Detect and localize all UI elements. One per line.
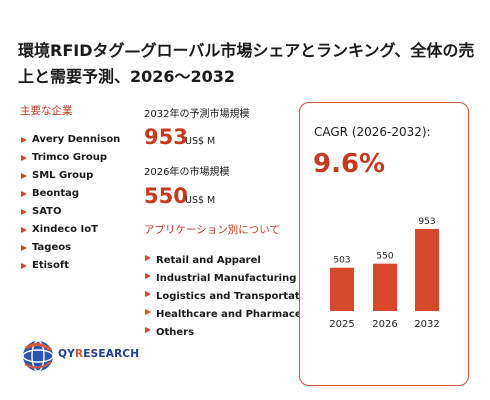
company-item: SATO	[21, 206, 120, 224]
market-bar-chart: 503 2025 550 2026 953 2032	[329, 217, 439, 330]
market-2026-label: 2026年の市場規模	[144, 167, 230, 178]
application-item: Healthcare and Pharmaceuticals	[145, 306, 339, 324]
company-item: Avery Dennison	[21, 134, 120, 152]
bar-value-label: 953	[418, 217, 435, 227]
cagr-value: 9.6%	[313, 149, 386, 179]
forecast-2032-unit: US$ M	[185, 136, 216, 147]
forecast-2032-value: 953	[144, 125, 188, 149]
x-tick-label: 2026	[372, 319, 397, 330]
company-item: SML Group	[21, 170, 120, 188]
cagr-label: CAGR (2026-2032):	[314, 125, 431, 139]
bar-2032	[415, 229, 439, 311]
company-item: Xindeco IoT	[21, 224, 120, 242]
application-item: Logistics and Transportation	[145, 288, 339, 306]
company-item: Etisoft	[21, 260, 120, 278]
page-title: 環境RFIDタグ—グローバル市場シェアとランキング、全体の売上と需要予測、202…	[18, 41, 475, 86]
applications-list: Retail and Apparel Industrial Manufactur…	[145, 252, 339, 342]
company-item: Beontag	[21, 188, 120, 206]
companies-list: Avery Dennison Trimco Group SML Group Be…	[21, 134, 120, 278]
forecast-2032-label: 2032年の予測市場規模	[144, 109, 250, 120]
bar-2025	[330, 267, 354, 311]
application-item: Others	[145, 324, 339, 342]
company-item: Trimco Group	[21, 152, 120, 170]
application-item: Retail and Apparel	[145, 252, 339, 270]
bar-value-label: 550	[376, 252, 393, 262]
market-2026-unit: US$ M	[185, 195, 216, 206]
cagr-card: CAGR (2026-2032): 9.6% 503 2025 550 2026 953…	[299, 102, 469, 386]
bar-value-label: 503	[333, 256, 350, 266]
applications-heading: アプリケーション別について	[144, 224, 280, 236]
x-tick-label: 2032	[414, 319, 439, 330]
companies-heading: 主要な企業	[20, 105, 73, 117]
company-item: Tageos	[21, 242, 120, 260]
x-tick-label: 2025	[329, 319, 354, 330]
logo-wordmark: QYRESEARCH	[58, 348, 140, 360]
qyresearch-logo: QYRESEARCH	[20, 338, 139, 374]
globe-logo-icon	[22, 340, 54, 372]
bar-2026	[373, 263, 397, 311]
market-2026-value: 550	[144, 184, 188, 208]
application-item: Industrial Manufacturing	[145, 270, 339, 288]
